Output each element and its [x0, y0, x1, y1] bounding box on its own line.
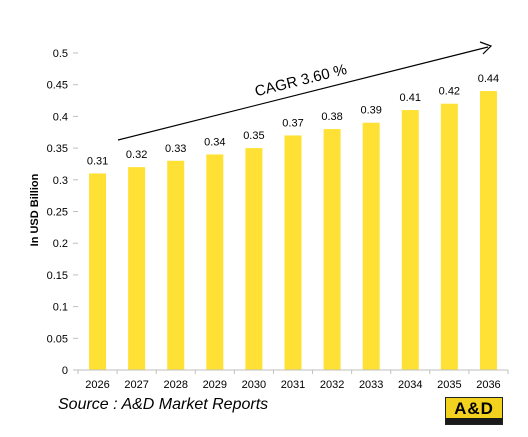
y-tick-label: 0.3	[53, 175, 68, 187]
bar-2026	[89, 173, 107, 370]
y-tick-label: 0.5	[53, 48, 68, 60]
bar-2031	[284, 135, 302, 370]
bar-chart: 0 0.05 0.1 0.15 0.2 0.25 0.3 0.35 0.4 0.45 0.5 0.3…	[29, 41, 509, 391]
logo-strip	[446, 418, 502, 424]
y-tick-label: 0.25	[47, 207, 68, 219]
x-tick-label: 2030	[242, 379, 266, 391]
y-axis-label: In USD Billion	[29, 173, 41, 246]
x-tick-label: 2033	[359, 379, 383, 391]
data-label-2035: 0.42	[439, 86, 460, 98]
x-tick-label: 2029	[203, 379, 227, 391]
data-label-2027: 0.32	[126, 149, 147, 161]
bar-2030	[245, 148, 263, 370]
data-labels: 0.31 0.32 0.33 0.34 0.35 0.37 0.38 0.39 0.41 0.42…	[87, 73, 499, 167]
y-tick-label: 0.4	[53, 111, 68, 123]
x-tick-label: 2034	[398, 379, 422, 391]
bar-2034	[401, 110, 419, 370]
bar-2029	[206, 154, 224, 370]
data-label-2028: 0.33	[165, 143, 186, 155]
bar-2027	[128, 167, 146, 370]
data-label-2034: 0.41	[400, 92, 421, 104]
bar-2036	[479, 91, 497, 370]
y-tick-label: 0.1	[53, 302, 68, 314]
source-note: Source : A&D Market Reports	[58, 396, 269, 413]
data-label-2030: 0.35	[243, 130, 264, 142]
bar-2028	[167, 160, 185, 370]
y-tick-label: 0.05	[47, 333, 68, 345]
cagr-arrow-line	[117, 46, 489, 141]
data-label-2026: 0.31	[87, 155, 108, 167]
x-tick-label: 2031	[281, 379, 305, 391]
x-tick-label: 2035	[437, 379, 461, 391]
data-label-2036: 0.44	[478, 73, 499, 85]
y-tick-label: 0	[62, 365, 68, 377]
x-tick-label: 2036	[476, 379, 500, 391]
bars	[89, 91, 497, 371]
data-label-2029: 0.34	[204, 136, 225, 148]
y-tick-label: 0.45	[47, 80, 68, 92]
y-tick-label: 0.15	[47, 270, 68, 282]
data-label-2032: 0.38	[321, 111, 342, 123]
logo-text: A&D	[454, 399, 494, 418]
data-label-2033: 0.39	[360, 105, 381, 117]
x-tick-label: 2026	[85, 379, 109, 391]
y-axis-ticks: 0 0.05 0.1 0.15 0.2 0.25 0.3 0.35 0.4 0.45 0.5	[47, 48, 78, 377]
cagr-arrowhead	[479, 41, 493, 55]
bar-2032	[323, 129, 341, 370]
x-tick-label: 2028	[163, 379, 187, 391]
data-label-2031: 0.37	[282, 117, 303, 129]
bar-2033	[362, 122, 380, 371]
x-tick-label: 2027	[124, 379, 148, 391]
y-tick-label: 0.35	[47, 143, 68, 155]
y-tick-label: 0.2	[53, 238, 68, 250]
x-axis-ticks: 2026 2027 2028 2029 2030 2031 2032 2033 2034 2035…	[77, 370, 509, 391]
bar-2035	[440, 103, 458, 370]
x-tick-label: 2032	[320, 379, 344, 391]
ad-logo: A&D	[445, 397, 503, 425]
